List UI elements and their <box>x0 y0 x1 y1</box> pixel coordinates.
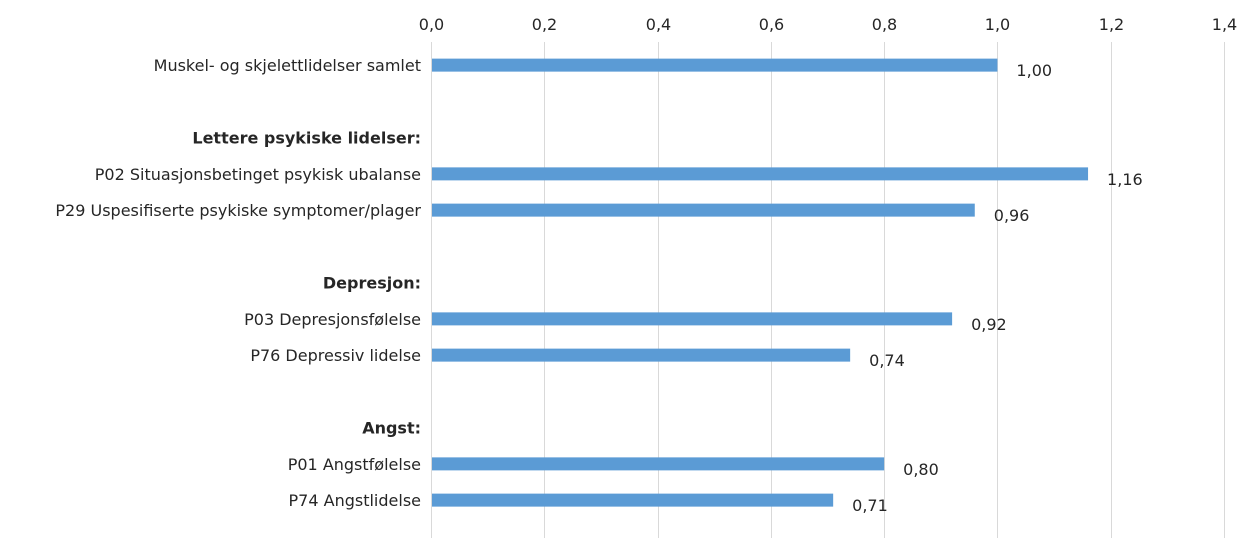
data-label: 0,74 <box>869 351 905 370</box>
group-header-label: Angst: <box>362 419 421 438</box>
x-tick-label: 0,0 <box>419 15 444 34</box>
data-label: 1,00 <box>1016 61 1052 80</box>
value-labels: 1,00 1,16 0,96 0,92 0,74 0,80 0,71 <box>852 61 1143 515</box>
group-header-label: Lettere psykiske lidelser: <box>192 129 421 148</box>
group-header-label: Depresjon: <box>323 274 421 293</box>
category-label: P74 Angstlidelse <box>289 491 421 510</box>
x-tick-label: 0,6 <box>759 15 784 34</box>
bar <box>432 457 885 471</box>
category-label: Muskel- og skjelettlidelser samlet <box>154 56 421 75</box>
category-label: P29 Uspesifiserte psykiske symptomer/pla… <box>55 201 421 220</box>
data-label: 1,16 <box>1107 170 1143 189</box>
x-axis-ticks: 0,0 0,2 0,4 0,6 0,8 1,0 1,2 1,4 <box>419 15 1237 34</box>
category-label: P01 Angstfølelse <box>288 455 421 474</box>
category-label: P76 Depressiv lidelse <box>250 346 421 365</box>
bar <box>432 167 1089 181</box>
bar <box>432 203 975 217</box>
data-label: 0,92 <box>971 315 1007 334</box>
x-tick-label: 0,8 <box>872 15 897 34</box>
bars <box>432 58 1089 507</box>
category-label: P03 Depresjonsfølelse <box>244 310 421 329</box>
bar <box>432 58 998 72</box>
bar <box>432 348 851 362</box>
x-tick-label: 1,4 <box>1212 15 1237 34</box>
category-label: P02 Situasjonsbetinget psykisk ubalanse <box>95 165 421 184</box>
x-tick-label: 0,2 <box>532 15 557 34</box>
x-tick-label: 1,0 <box>985 15 1010 34</box>
bar <box>432 312 953 326</box>
x-tick-label: 0,4 <box>646 15 671 34</box>
data-label: 0,71 <box>852 496 888 515</box>
category-labels: Muskel- og skjelettlidelser samlet Letter… <box>55 56 421 510</box>
x-tick-label: 1,2 <box>1099 15 1124 34</box>
data-label: 0,80 <box>903 460 939 479</box>
bar <box>432 493 834 507</box>
gridlines <box>431 42 1225 538</box>
data-label: 0,96 <box>994 206 1030 225</box>
